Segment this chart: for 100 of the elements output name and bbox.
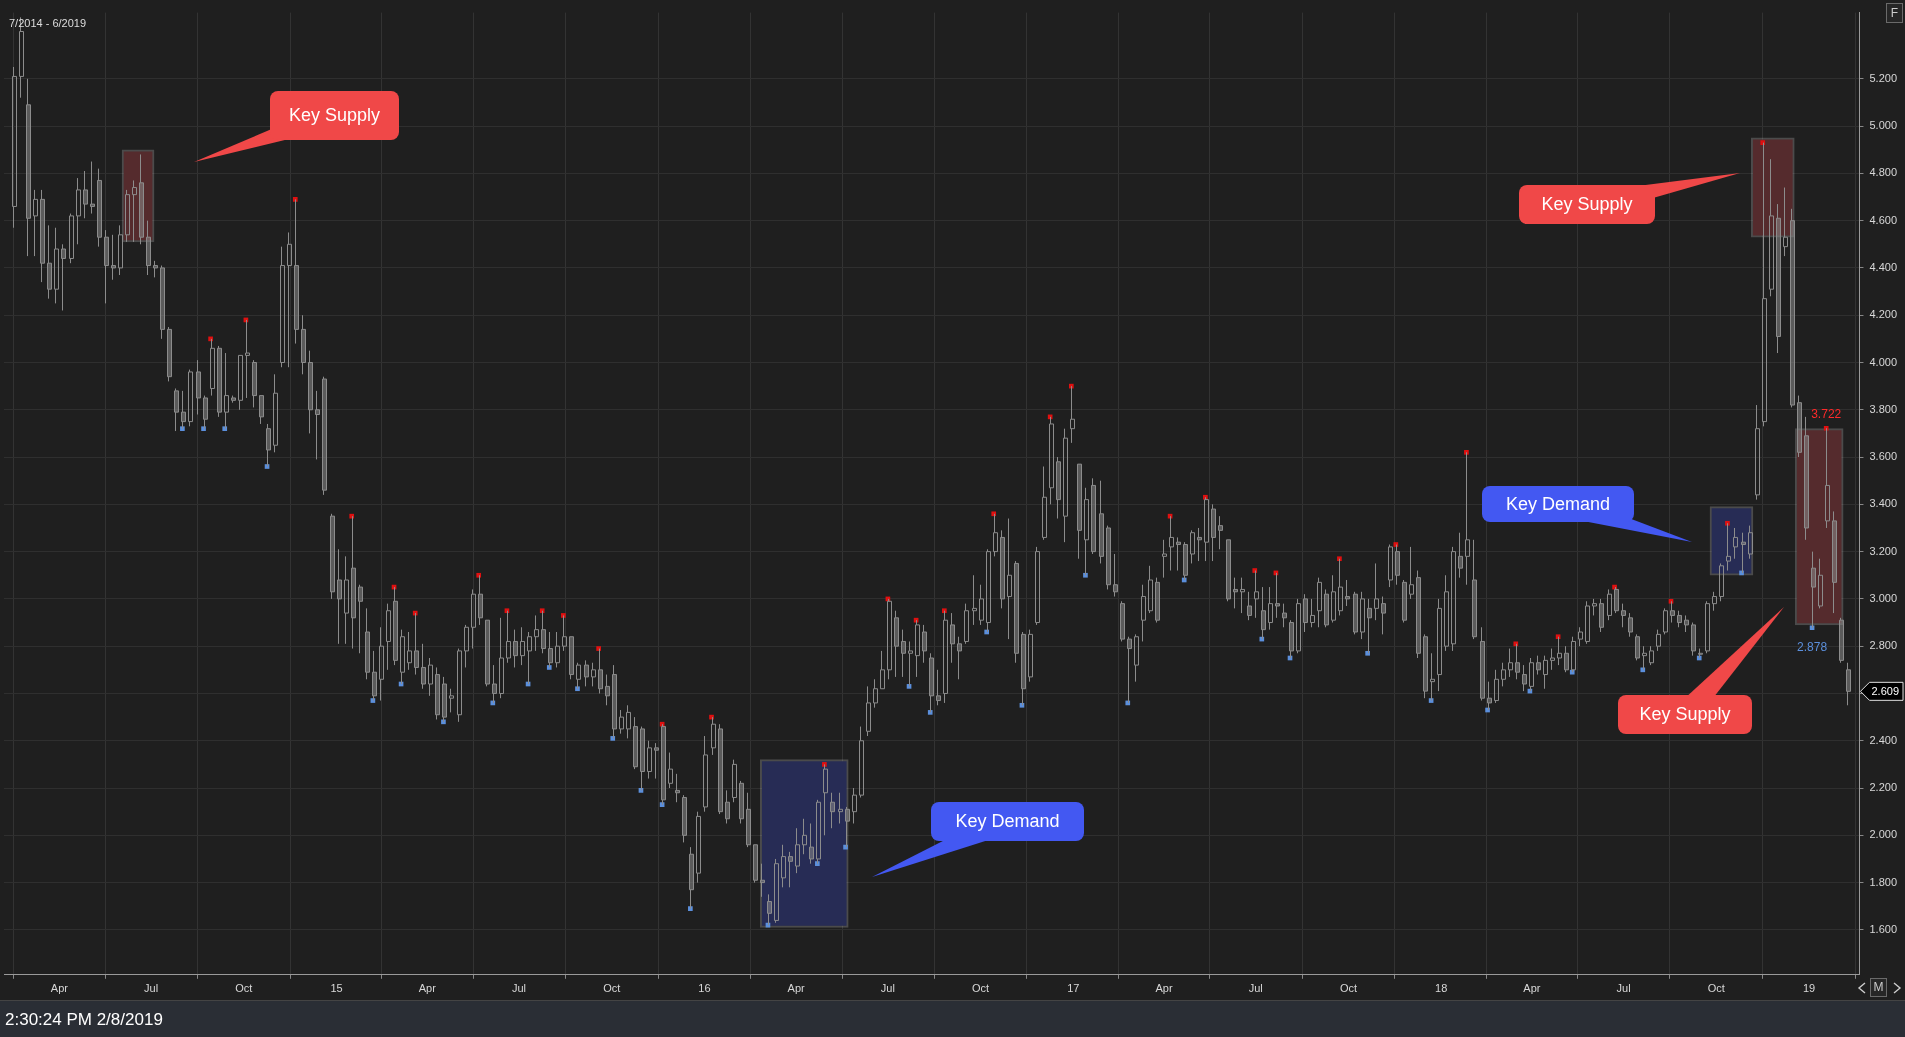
point bbox=[1337, 556, 1342, 562]
button: M bbox=[1870, 978, 1887, 997]
y-tick-label: 2.200 bbox=[1869, 781, 1897, 794]
candlestick bbox=[33, 189, 38, 257]
candlestick bbox=[1755, 404, 1760, 501]
text: 2:30:24 PM 2/8/2019 bbox=[0, 1000, 1905, 1037]
annotation: Key Demand bbox=[931, 802, 1084, 841]
y-tick-label: 3.200 bbox=[1869, 544, 1897, 557]
candlestick bbox=[1437, 598, 1442, 692]
candlestick bbox=[1550, 648, 1555, 671]
candlestick bbox=[280, 246, 285, 368]
point bbox=[927, 710, 933, 715]
x-tick-label: Apr bbox=[50, 982, 69, 995]
candlestick bbox=[1218, 515, 1223, 550]
annotation: Key Demand bbox=[1482, 486, 1634, 522]
candlestick bbox=[654, 742, 659, 780]
point bbox=[596, 646, 601, 651]
candlestick bbox=[943, 610, 948, 704]
y-tick-label: 4.200 bbox=[1869, 308, 1897, 321]
y-tick-label: 4.600 bbox=[1869, 213, 1897, 226]
candlestick bbox=[1762, 142, 1767, 427]
candlestick bbox=[979, 584, 984, 626]
x-tick-label: Jul bbox=[880, 982, 895, 995]
y-tick-label: 1.800 bbox=[1869, 875, 1897, 888]
annotation: 3.722 bbox=[1811, 406, 1842, 421]
candlestick bbox=[1084, 487, 1089, 576]
x-tick-label: Jul bbox=[511, 982, 527, 995]
x-tick-label: 19 bbox=[1802, 982, 1816, 995]
candlestick bbox=[499, 617, 504, 699]
candlestick bbox=[125, 189, 130, 243]
candlestick bbox=[1007, 518, 1012, 640]
candlestick bbox=[1733, 527, 1738, 560]
candlestick bbox=[1099, 480, 1104, 564]
x-tick-label: 17 bbox=[1067, 982, 1080, 995]
candlestick bbox=[386, 603, 391, 671]
x-tick-label: 15 bbox=[330, 982, 343, 995]
candlestick bbox=[838, 792, 843, 824]
candlestick bbox=[1494, 669, 1499, 704]
annotation: 2.878 bbox=[1797, 640, 1828, 655]
candlestick bbox=[703, 735, 708, 813]
candlestick bbox=[668, 752, 673, 789]
candlestick bbox=[1515, 643, 1520, 680]
candlestick bbox=[781, 844, 786, 888]
candlestick bbox=[273, 373, 278, 453]
y-tick-label: 5.000 bbox=[1869, 119, 1897, 132]
candlestick bbox=[1769, 158, 1774, 297]
y-tick-label: 3.400 bbox=[1869, 497, 1897, 510]
candlestick bbox=[802, 818, 807, 855]
point bbox=[1760, 140, 1766, 145]
candlestick bbox=[76, 177, 81, 245]
point bbox=[1513, 641, 1519, 647]
candlestick bbox=[1317, 577, 1322, 628]
candlestick bbox=[224, 352, 229, 430]
candlestick bbox=[866, 685, 871, 737]
candlestick bbox=[1465, 451, 1470, 586]
candlestick bbox=[1712, 591, 1717, 612]
point bbox=[1252, 568, 1258, 573]
candlestick bbox=[880, 650, 885, 690]
candlestick bbox=[379, 626, 384, 702]
candlestick bbox=[287, 231, 292, 368]
candlestick bbox=[562, 614, 567, 652]
candlestick bbox=[1607, 588, 1612, 621]
candlestick bbox=[555, 631, 560, 668]
candlestick bbox=[1381, 596, 1386, 635]
candlestick bbox=[534, 614, 539, 652]
x-tick-label: Jul bbox=[144, 982, 159, 995]
candlestick bbox=[993, 513, 998, 557]
candlestick bbox=[1642, 645, 1647, 671]
candlestick bbox=[1338, 558, 1343, 616]
candlestick bbox=[1141, 584, 1146, 642]
button: F bbox=[1886, 3, 1903, 23]
candlestick bbox=[12, 66, 17, 229]
candlestick bbox=[852, 787, 857, 824]
x-tick-label: 18 bbox=[1435, 982, 1448, 995]
point bbox=[942, 608, 947, 614]
y-tick-label: 4.000 bbox=[1869, 355, 1897, 368]
candlestick bbox=[1063, 428, 1068, 543]
x-tick-label: Apr bbox=[1155, 982, 1173, 995]
candlestick bbox=[139, 153, 144, 245]
candlestick bbox=[753, 844, 758, 884]
candlestick bbox=[132, 179, 137, 243]
x-tick-label: Jul bbox=[1248, 982, 1263, 995]
annotation: 2.609 bbox=[1871, 685, 1899, 698]
x-tick-label: Apr bbox=[787, 982, 806, 995]
candlestick bbox=[174, 388, 179, 432]
candlestick bbox=[464, 624, 469, 668]
candlestick bbox=[428, 657, 433, 697]
candlestick bbox=[873, 678, 878, 709]
candlestick bbox=[1134, 633, 1139, 683]
x-tick-label: Oct bbox=[1339, 982, 1358, 995]
annotation: Key Supply bbox=[1519, 185, 1655, 224]
candlestick bbox=[1825, 427, 1830, 529]
candlestick bbox=[647, 740, 652, 780]
x-tick-label: Apr bbox=[1523, 982, 1541, 995]
candlestick bbox=[788, 851, 793, 888]
y-tick-label: 2.400 bbox=[1869, 733, 1897, 746]
chart-title: 7/2014 - 6/2019 bbox=[9, 16, 87, 29]
point bbox=[546, 665, 552, 670]
candlestick bbox=[1543, 655, 1548, 690]
candlestick bbox=[1508, 648, 1513, 678]
